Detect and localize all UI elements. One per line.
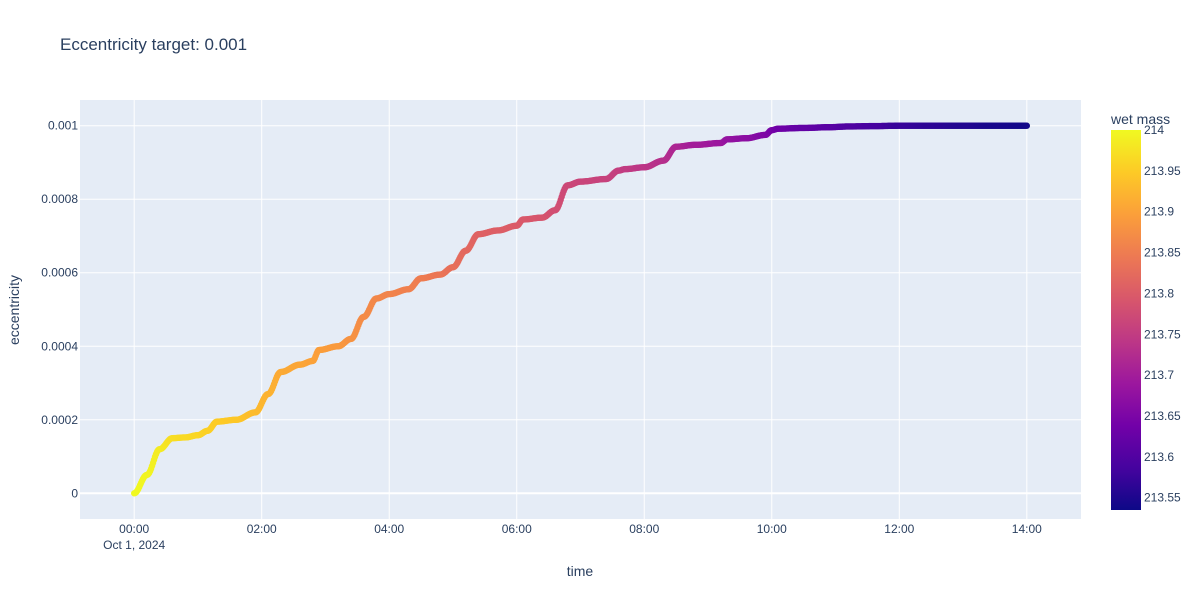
colorbar: wet mass 214 213.95 213.9 213.85 213.8 213.75… [1110,111,1181,510]
x-tick-label: 14:00 [1012,522,1042,536]
colorbar-tick-label: 213.6 [1144,450,1174,464]
x-tick-label: 08:00 [629,522,659,536]
x-axis-ticks: 00:00 Oct 1, 2024 02:00 04:00 06:00 08:00 10:0… [103,522,1042,552]
colorbar-tick-label: 214 [1144,123,1164,137]
x-tick-label: 02:00 [247,522,277,536]
x-tick-label: 04:00 [374,522,404,536]
colorbar-tick-label: 213.9 [1144,205,1174,219]
y-axis-title: eccentricity [6,275,22,345]
data-series [130,122,1031,497]
y-tick-label: 0.001 [48,119,78,133]
data-point [1023,122,1031,129]
y-tick-label: 0.0008 [41,192,78,206]
x-tick-label: 00:00 [119,522,149,536]
x-tick-label: 10:00 [757,522,787,536]
colorbar-tick-label: 213.95 [1144,164,1181,178]
colorbar-title: wet mass [1110,111,1170,127]
chart-title: Eccentricity target: 0.001 [60,35,247,54]
x-tick-label: 12:00 [884,522,914,536]
colorbar-tick-label: 213.55 [1144,491,1181,505]
x-tick-label: 06:00 [502,522,532,536]
y-tick-label: 0.0002 [41,413,78,427]
plot-area [80,100,1081,519]
x-axis-title: time [567,563,594,579]
y-tick-label: 0 [71,486,78,500]
x-tick-sublabel: Oct 1, 2024 [103,538,165,552]
y-tick-label: 0.0006 [41,266,78,280]
y-tick-label: 0.0004 [41,339,78,353]
colorbar-tick-label: 213.7 [1144,368,1174,382]
colorbar-ticks: 214 213.95 213.9 213.85 213.8 213.75 213.7 213.… [1144,123,1181,505]
colorbar-tick-label: 213.8 [1144,286,1174,300]
colorbar-tick-label: 213.65 [1144,409,1181,423]
colorbar-tick-label: 213.85 [1144,246,1181,260]
y-axis-ticks: 0 0.0002 0.0004 0.0006 0.0008 0.001 [41,119,78,501]
colorbar-tick-label: 213.75 [1144,327,1181,341]
colorbar-gradient [1111,130,1141,510]
